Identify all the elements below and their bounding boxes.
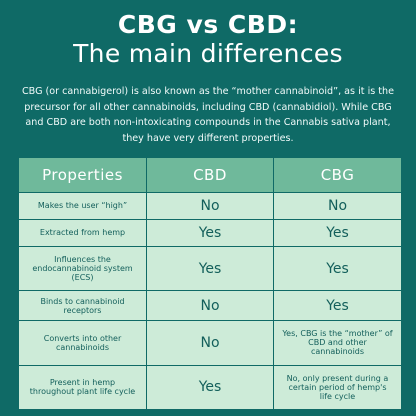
- row-cbd-value: Yes: [146, 364, 274, 411]
- table-row: Makes the user “high” No No: [18, 192, 402, 220]
- table-row: Binds to cannabinoid receptors No Yes: [18, 290, 402, 322]
- row-cbd-value: Yes: [146, 245, 274, 292]
- table-row: Converts into other cannabinoids No Yes,…: [18, 320, 402, 366]
- row-property: Binds to cannabinoid receptors: [18, 290, 147, 322]
- table-header-row: Properties CBD CBG: [18, 157, 402, 193]
- table-row: Influences the endocannabinoid system (E…: [18, 245, 402, 292]
- row-cbd-value: Yes: [146, 218, 274, 247]
- row-property: Influences the endocannabinoid system (E…: [18, 245, 147, 292]
- page-title: CBG vs CBD:: [117, 10, 299, 39]
- row-cbg-value: Yes: [273, 218, 402, 247]
- row-cbd-value: No: [146, 192, 274, 220]
- row-cbg-value: Yes: [273, 245, 402, 292]
- row-property: Makes the user “high”: [18, 192, 147, 220]
- row-cbd-value: No: [146, 320, 274, 366]
- row-property: Extracted from hemp: [18, 218, 147, 247]
- row-property: Converts into other cannabinoids: [18, 320, 147, 366]
- table-row: Extracted from hemp Yes Yes: [18, 218, 402, 247]
- comparison-table: Properties CBD CBG Makes the user “high”…: [17, 156, 402, 411]
- header-cbg: CBG: [273, 157, 402, 193]
- header-cbd: CBD: [146, 157, 274, 193]
- row-cbg-value: Yes: [273, 290, 402, 322]
- table-row: Present in hemp throughout plant life cy…: [18, 364, 402, 411]
- page-subtitle: The main differences: [73, 39, 343, 68]
- row-cbg-value: No: [273, 192, 402, 220]
- header-properties: Properties: [18, 157, 147, 193]
- intro-paragraph: CBG (or cannabigerol) is also known as t…: [21, 86, 395, 144]
- row-cbg-value: Yes, CBG is the “mother” of CBD and othe…: [273, 320, 402, 366]
- row-property: Present in hemp throughout plant life cy…: [18, 364, 147, 411]
- row-cbg-value: No, only present during a certain period…: [273, 364, 402, 411]
- row-cbd-value: No: [146, 290, 274, 322]
